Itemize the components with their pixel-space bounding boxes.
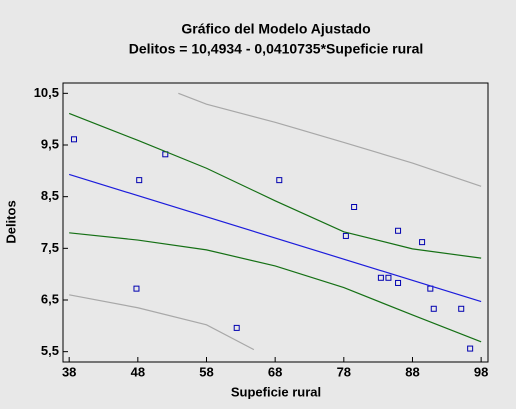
data-point	[458, 305, 465, 312]
data-point	[233, 324, 240, 331]
fit-line	[69, 294, 255, 351]
x-tick-label: 58	[199, 364, 213, 379]
fit-line	[68, 112, 482, 259]
data-point	[133, 285, 140, 292]
x-tick-label: 78	[337, 364, 351, 379]
data-point	[351, 204, 358, 210]
chart-title: Gráfico del Modelo Ajustado	[181, 21, 370, 37]
data-point	[467, 345, 474, 352]
y-tick-label: 5,5	[41, 343, 59, 358]
x-tick-label: 98	[474, 364, 488, 379]
y-tick-label: 8,5	[41, 188, 59, 203]
fit-line	[69, 232, 482, 343]
data-point	[419, 239, 426, 246]
fit-line	[69, 173, 482, 303]
data-point	[395, 279, 402, 286]
y-tick-label: 6,5	[41, 291, 59, 306]
fit-line	[178, 92, 482, 187]
data-point	[276, 177, 283, 184]
x-tick-label: 68	[268, 364, 282, 379]
x-tick-label: 38	[62, 364, 76, 379]
x-tick-label: 88	[405, 364, 419, 379]
y-axis-label: Delitos	[3, 200, 18, 243]
data-point	[385, 274, 392, 281]
x-tick-label: 48	[131, 364, 145, 379]
data-point	[342, 232, 349, 239]
data-point	[70, 136, 77, 143]
data-point	[430, 305, 437, 312]
data-point	[377, 274, 384, 281]
data-point	[136, 177, 143, 184]
x-axis-label: Supeficie rural	[231, 384, 321, 399]
y-tick-label: 7,5	[41, 240, 59, 255]
data-point	[395, 227, 402, 234]
chart-subtitle: Delitos = 10,4934 - 0,0410735*Supeficie …	[129, 41, 424, 57]
y-tick-label: 10,5	[34, 85, 59, 100]
y-tick-label: 9,5	[41, 136, 59, 151]
